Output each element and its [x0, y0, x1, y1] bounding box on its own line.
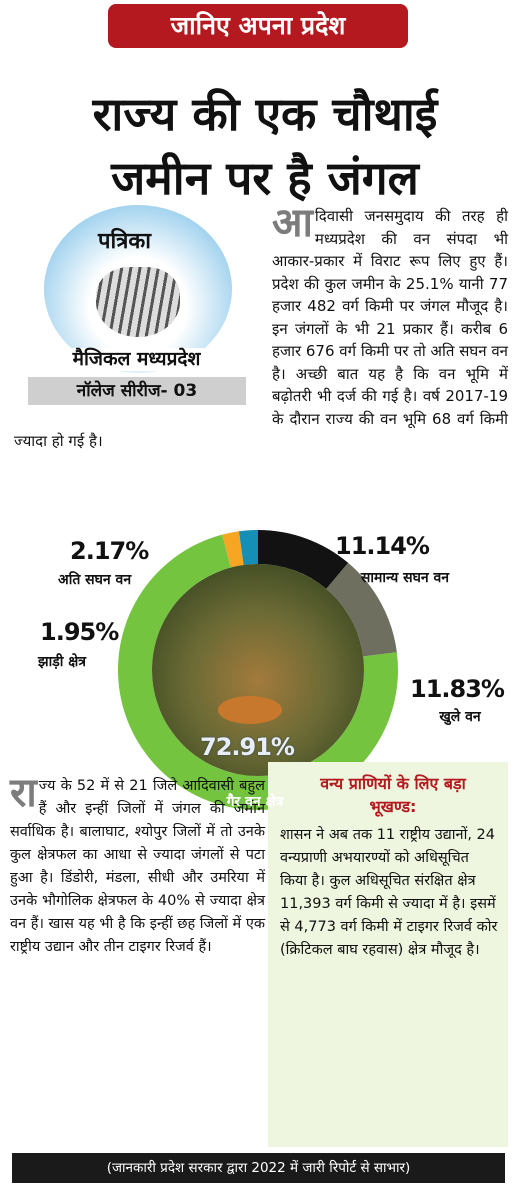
logo-series: मैजिकल मध्यप्रदेश	[14, 348, 259, 371]
category-label: खुले वन	[439, 709, 481, 725]
value-label: 2.17%	[70, 537, 149, 565]
wildlife-heading: वन्य प्राणियों के लिए बड़ा भूखण्ड:	[320, 774, 466, 816]
banner: जानिए अपना प्रदेश	[108, 4, 408, 48]
footer: (जानकारी प्रदेश सरकार द्वारा 2022 में जा…	[12, 1153, 505, 1183]
donut-segment	[222, 531, 244, 568]
deer	[218, 696, 282, 724]
donut-segment	[326, 562, 397, 657]
logo: पत्रिका मैजिकल मध्यप्रदेश नॉलेज सीरीज- 0…	[14, 205, 272, 420]
body-text: ज्य के 52 में से 21 जिले आदिवासी बहुल है…	[10, 778, 265, 955]
category-label: अति सघन वन	[58, 572, 132, 588]
drop-cap: आ	[272, 200, 313, 246]
drop-cap: रा	[10, 770, 37, 816]
donut-segment	[238, 530, 258, 565]
value-label: 72.91%	[200, 733, 295, 761]
headline: जमीन पर है जंगल	[111, 151, 419, 205]
value-label: 1.95%	[40, 618, 119, 646]
tiger-icon	[96, 267, 180, 337]
category-label: सामान्य सघन वन	[360, 570, 450, 586]
forest-photo	[152, 564, 364, 776]
value-label: 11.14%	[335, 532, 430, 560]
logo-brand: पत्रिका	[98, 229, 151, 254]
intro-text: दिवासी जनसमुदाय की तरह ही मध्यप्रदेश की …	[14, 207, 508, 450]
wildlife-box: वन्य प्राणियों के लिए बड़ा भूखण्ड: शासन …	[268, 762, 508, 1147]
headline: राज्य की एक चौथाई	[92, 87, 438, 141]
wildlife-text: शासन ने अब तक 11 राष्ट्रीय उद्यानों, 24 …	[280, 827, 498, 958]
donut-chart	[117, 530, 399, 810]
category-label: गैर वन क्षेत्र	[226, 794, 284, 810]
intro: पत्रिका मैजिकल मध्यप्रदेश नॉलेज सीरीज- 0…	[14, 200, 508, 453]
donut-segment	[258, 530, 349, 589]
category-label: झाड़ी क्षेत्र	[38, 654, 86, 670]
value-label: 11.83%	[410, 675, 505, 703]
districts-text: रा ज्य के 52 में से 21 जिले आदिवासी बहुल …	[10, 770, 265, 959]
logo-episode: नॉलेज सीरीज- 03	[28, 377, 246, 405]
